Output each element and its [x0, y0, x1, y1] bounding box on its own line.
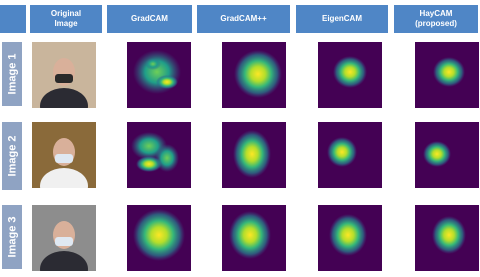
- header-corner: [0, 5, 26, 33]
- heatmap: [127, 42, 191, 108]
- heatmap: [318, 205, 382, 271]
- heatmap: [222, 205, 286, 271]
- original-image: [32, 42, 96, 108]
- heatmap-blob: [327, 137, 357, 167]
- heatmap-blob: [233, 130, 271, 178]
- header-cell: Original Image: [30, 5, 102, 33]
- photo-body: [40, 168, 88, 188]
- heatmap-blob: [423, 141, 451, 167]
- row-label-text: Image 1: [6, 53, 18, 95]
- heatmap-blob: [433, 57, 465, 87]
- heatmap-blob: [229, 211, 271, 259]
- heatmap: [318, 42, 382, 108]
- original-image: [32, 205, 96, 271]
- heatmap-blob: [234, 50, 282, 98]
- row-label: Image 3: [2, 205, 22, 269]
- heatmap: [415, 205, 479, 271]
- heatmap: [222, 42, 286, 108]
- photo-body: [40, 251, 88, 271]
- row-label: Image 2: [2, 122, 22, 190]
- heatmap: [415, 42, 479, 108]
- heatmap: [415, 122, 479, 188]
- heatmap-blob: [133, 209, 185, 261]
- header-cell: HayCAM (proposed): [394, 5, 478, 33]
- photo-mask: [55, 237, 73, 246]
- header-cell: GradCAM++: [197, 5, 290, 33]
- heatmap-blob: [145, 58, 161, 70]
- row-label-text: Image 2: [6, 135, 18, 177]
- row-label-text: Image 3: [6, 216, 18, 258]
- heatmap-blob: [329, 214, 367, 256]
- heatmap-blob: [155, 144, 179, 172]
- photo-mask: [55, 74, 73, 83]
- heatmap: [127, 205, 191, 271]
- heatmap-blob: [432, 216, 466, 254]
- original-image: [32, 122, 96, 188]
- header-cell: GradCAM: [107, 5, 192, 33]
- heatmap: [127, 122, 191, 188]
- heatmap-blob: [156, 75, 178, 89]
- photo-body: [40, 88, 88, 108]
- heatmap: [318, 122, 382, 188]
- row-label: Image 1: [2, 42, 22, 106]
- header-cell: EigenCAM: [296, 5, 388, 33]
- photo-mask: [55, 154, 73, 163]
- heatmap: [222, 122, 286, 188]
- heatmap-blob: [333, 56, 367, 88]
